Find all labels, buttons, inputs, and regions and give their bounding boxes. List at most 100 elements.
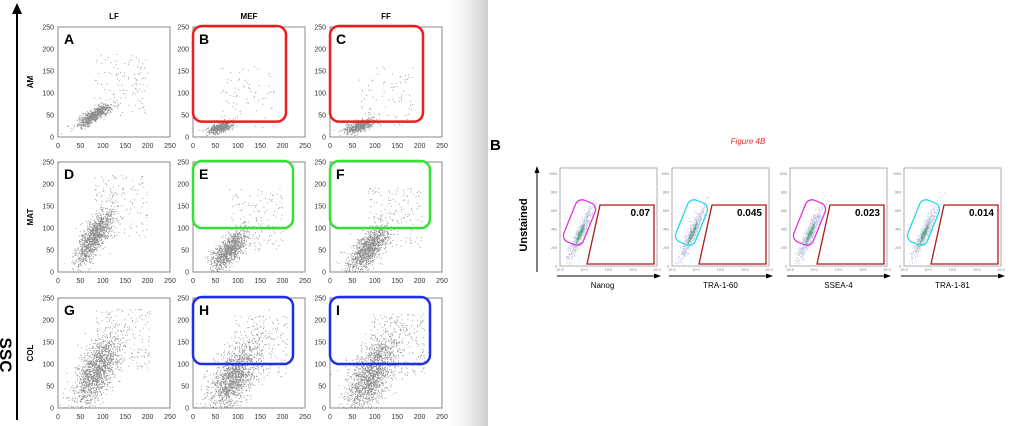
marker-label: SSEA-4 bbox=[824, 281, 853, 290]
y-tick-label: 1000 bbox=[893, 172, 901, 176]
scatter-dots bbox=[205, 188, 284, 273]
flow-plot-tra-1-81: 0 200 400 600 800 1000 10^0 10^1 10^2 10^3 10^4 0.0… bbox=[893, 167, 1005, 290]
y-tick-label: 100 bbox=[42, 226, 54, 233]
scatter-dots bbox=[61, 53, 149, 135]
column-title: MEF bbox=[241, 12, 258, 21]
x-tick-label: 10^0 bbox=[786, 268, 794, 272]
y-tick-label: 250 bbox=[314, 296, 326, 303]
scatter-dots bbox=[330, 313, 425, 409]
y-tick-label: 250 bbox=[42, 25, 54, 32]
y-tick-label: 150 bbox=[177, 69, 189, 76]
x-tick-label: 200 bbox=[414, 143, 426, 150]
y-tick-label: 50 bbox=[318, 113, 326, 120]
y-tick-label: 400 bbox=[781, 228, 787, 232]
scatter-points bbox=[335, 187, 423, 273]
y-tick-label: 800 bbox=[663, 191, 669, 195]
y-tick-label: 100 bbox=[42, 362, 54, 369]
x-tick-label: 0 bbox=[328, 278, 332, 285]
y-tick-label: 50 bbox=[181, 384, 189, 391]
gate-value: 0.014 bbox=[969, 208, 994, 219]
x-tick-label: 200 bbox=[277, 414, 289, 421]
y-tick-label: 200 bbox=[551, 246, 557, 250]
x-tick-label: 250 bbox=[164, 414, 176, 421]
panel-letter: I bbox=[336, 302, 340, 318]
x-tick-label: 200 bbox=[414, 414, 426, 421]
x-tick-label: 250 bbox=[436, 278, 448, 285]
x-tick-label: 0 bbox=[191, 414, 195, 421]
gate-rectangle bbox=[328, 24, 425, 123]
y-tick-label: 50 bbox=[46, 384, 54, 391]
y-tick-label: 100 bbox=[177, 226, 189, 233]
y-tick-label: 250 bbox=[177, 160, 189, 167]
row-label: AM bbox=[26, 75, 35, 88]
x-tick-label: 100 bbox=[369, 414, 381, 421]
y-tick-label: 200 bbox=[314, 47, 326, 54]
x-tick-label: 150 bbox=[254, 414, 266, 421]
y-tick-label: 0 bbox=[185, 406, 189, 413]
y-tick-label: 400 bbox=[895, 228, 901, 232]
x-tick-label: 0 bbox=[191, 278, 195, 285]
y-tick-label: 0 bbox=[555, 265, 557, 269]
y-tick-label: 200 bbox=[663, 246, 669, 250]
y-tick-label: 200 bbox=[177, 182, 189, 189]
x-tick-label: 50 bbox=[77, 414, 85, 421]
row-label: COL bbox=[26, 344, 35, 361]
y-tick-label: 600 bbox=[663, 209, 669, 213]
x-tick-label: 10^2 bbox=[835, 268, 843, 272]
x-tick-label: 100 bbox=[232, 278, 244, 285]
density-core bbox=[919, 222, 930, 245]
y-tick-label: 200 bbox=[42, 182, 54, 189]
y-tick-label: 100 bbox=[177, 91, 189, 98]
y-tick-label: 150 bbox=[314, 340, 326, 347]
scatter-panel-f: 00 50 50 100 100 150 150 200 200 250 250 F bbox=[314, 160, 448, 286]
negative-gate bbox=[792, 199, 827, 246]
gate-rectangle bbox=[191, 24, 288, 123]
y-tick-label: 250 bbox=[177, 296, 189, 303]
y-tick-label: 600 bbox=[551, 209, 557, 213]
scatter-panel-i: 00 50 50 100 100 150 150 200 200 250 250 I bbox=[314, 296, 448, 422]
y-tick-label: 600 bbox=[781, 209, 787, 213]
x-tick-label: 100 bbox=[97, 414, 109, 421]
x-tick-label: 200 bbox=[414, 278, 426, 285]
density-core bbox=[805, 223, 815, 245]
x-tick-label: 10^0 bbox=[900, 268, 908, 272]
marker-label: Nanog bbox=[591, 281, 615, 290]
y-tick-label: 800 bbox=[551, 191, 557, 195]
y-tick-label: 150 bbox=[42, 69, 54, 76]
y-tick-label: 200 bbox=[42, 318, 54, 325]
figure-caption: Figure 4B bbox=[731, 137, 766, 146]
y-tick-label: 0 bbox=[322, 406, 326, 413]
x-tick-label: 250 bbox=[299, 278, 311, 285]
scatter-panel-d: 00 50 50 100 100 150 150 200 200 250 250 D bbox=[42, 160, 176, 286]
y-tick-label: 50 bbox=[181, 113, 189, 120]
panel-letter: D bbox=[64, 166, 74, 182]
x-tick-label: 50 bbox=[349, 414, 357, 421]
y-tick-label: 0 bbox=[667, 265, 669, 269]
x-tick-label: 10^4 bbox=[765, 268, 773, 272]
scatter-panel-a: 00 50 50 100 100 150 150 200 200 250 250 A bbox=[42, 25, 176, 151]
x-tick-label: 10^0 bbox=[556, 268, 564, 272]
right-arrow-icon bbox=[998, 273, 1005, 279]
density-core bbox=[687, 222, 698, 244]
x-tick-label: 10^0 bbox=[668, 268, 676, 272]
x-tick-label: 250 bbox=[299, 414, 311, 421]
x-tick-label: 250 bbox=[299, 143, 311, 150]
y-tick-label: 100 bbox=[314, 91, 326, 98]
y-tick-label: 0 bbox=[185, 270, 189, 277]
y-tick-label: 1000 bbox=[779, 172, 787, 176]
y-tick-label: 400 bbox=[551, 228, 557, 232]
y-tick-label: 0 bbox=[785, 265, 787, 269]
gate-value: 0.045 bbox=[737, 208, 762, 219]
unstained-label: Unstained bbox=[518, 198, 530, 251]
positive-gate bbox=[930, 204, 999, 265]
y-tick-label: 1000 bbox=[549, 172, 557, 176]
y-tick-label: 600 bbox=[895, 209, 901, 213]
panel-letter: G bbox=[64, 302, 75, 318]
y-tick-label: 1000 bbox=[661, 172, 669, 176]
scatter-dots bbox=[63, 175, 148, 272]
x-tick-label: 10^1 bbox=[811, 268, 819, 272]
y-tick-label: 50 bbox=[318, 384, 326, 391]
gate-rectangle bbox=[328, 159, 432, 230]
y-tick-label: 400 bbox=[663, 228, 669, 232]
